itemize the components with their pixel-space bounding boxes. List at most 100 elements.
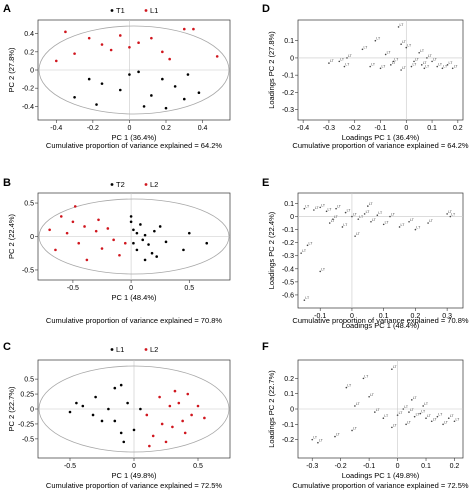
y-tick-label: 0.4 [24,31,34,38]
x-tick-label: 0.2 [411,313,421,320]
loading-label: LT [451,213,456,217]
loading-label: LT [449,61,454,65]
x-axis-label: Loadings PC 1 (48.4%) [342,321,420,330]
loading-label: LT [394,57,399,61]
y-tick-label: -0.25 [18,421,34,428]
loading-label: LT [378,211,383,215]
score-point-l2 [177,401,181,405]
x-tick-label: 0 [129,285,133,292]
legend-label: L2 [150,180,158,189]
loading-point [405,46,408,49]
loading-label: LT [369,202,374,206]
score-point-l1 [100,43,104,46]
score-point-t1 [197,91,201,95]
loading-point [332,218,334,220]
x-tick-label: -0.2 [335,463,347,470]
score-point-l1 [118,34,122,37]
loading-point [361,48,364,51]
legend-label: L1 [116,345,124,354]
x-tick-label: -0.1 [314,313,326,320]
score-point-l2 [186,392,190,396]
x-tick-label: -0.1 [374,125,386,132]
loading-label: LT [444,420,449,424]
loading-label: LT [366,210,371,214]
loading-label: LT [345,63,350,67]
loading-label: LT [347,209,352,213]
loading-label: LT [455,417,460,421]
loading-label: LT [337,205,342,209]
loading-label: LT [376,408,381,412]
y-tick-label: 0.2 [284,376,294,383]
loading-point [303,299,306,301]
y-tick-label: -0.1 [282,73,294,80]
score-point-l1 [132,428,136,432]
score-point-t2 [155,255,158,258]
legend-label: T1 [116,6,125,15]
loading-label: LT [356,402,361,406]
x-tick-label: 0.3 [442,313,452,320]
loading-point [427,222,429,224]
y-tick-label: 0 [30,234,34,241]
y-tick-label: 0.25 [20,392,34,399]
score-point-t1 [182,97,186,101]
loading-point [390,64,392,66]
y-tick-label: -0.4 [22,104,34,111]
y-tick-label: -0.4 [282,266,294,273]
score-point-l2 [54,248,57,252]
loading-point [413,415,416,418]
loading-label: LT [407,420,412,424]
loading-point [441,67,444,70]
y-tick-label: 0 [30,68,34,75]
loading-point [384,53,387,56]
score-point-l1 [139,407,142,411]
loading-label: LT [415,57,420,61]
score-point-l1 [168,57,171,61]
y-tick-label: -0.1 [282,422,294,429]
score-point-l2 [97,218,100,222]
loading-point [379,67,382,70]
loading-label: LT [420,49,425,53]
loading-label: LT [315,206,320,210]
loading-point [341,226,344,228]
score-point-l1 [113,386,117,390]
loading-label: LT [347,384,352,388]
loading-point [370,220,372,223]
score-point-t2 [135,231,139,235]
loading-point [400,69,402,71]
loading-point [436,65,439,68]
y-tick-label: -0.5 [282,279,294,286]
score-point-l1 [100,419,104,423]
loading-point [389,215,391,218]
panel-label-d: D [262,3,270,15]
loading-label: LT [387,50,392,54]
score-point-l2 [85,258,89,262]
score-point-t1 [87,77,91,81]
score-point-l2 [145,413,149,417]
loading-point [442,423,444,426]
loading-point [354,405,356,407]
loading-label: LT [363,45,368,49]
score-point-l2 [48,228,51,232]
loading-point [408,411,410,413]
score-point-t1 [100,82,104,85]
x-axis-label: Loadings PC 1 (49.8%) [342,471,420,480]
score-point-l1 [73,52,76,55]
loading-point [300,252,302,254]
loading-point [363,213,366,215]
variance-caption: Cumulative proportion of variance explai… [46,316,222,325]
loading-point [319,206,322,209]
score-point-l2 [106,227,110,230]
loading-label: LT [392,61,397,65]
loading-point [325,210,328,213]
score-point-t2 [182,248,185,252]
y-tick-label: 0 [290,55,294,62]
legend-label: T2 [116,180,125,189]
score-point-t2 [150,251,154,255]
loading-point [410,399,413,401]
y-tick-label: 0.5 [24,377,34,384]
loading-point [426,57,428,59]
loading-label: LT [428,54,433,58]
loading-point [431,60,433,63]
variance-caption: Cumulative proportion of variance explai… [292,141,468,150]
